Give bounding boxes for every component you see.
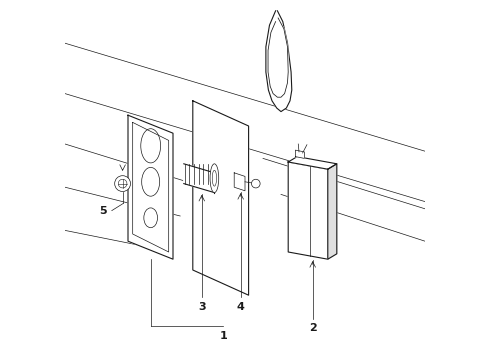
Text: 1: 1 <box>220 330 227 341</box>
Circle shape <box>115 176 130 192</box>
Polygon shape <box>193 101 248 295</box>
Polygon shape <box>328 164 337 259</box>
Polygon shape <box>128 115 173 259</box>
Polygon shape <box>295 150 304 158</box>
Polygon shape <box>234 173 245 191</box>
Polygon shape <box>268 18 288 97</box>
Ellipse shape <box>210 164 219 193</box>
Polygon shape <box>266 11 292 112</box>
Text: 3: 3 <box>198 302 206 312</box>
Text: 5: 5 <box>99 206 107 216</box>
Polygon shape <box>184 164 215 193</box>
Text: 4: 4 <box>237 302 245 312</box>
Text: 2: 2 <box>309 323 317 333</box>
Polygon shape <box>288 162 328 259</box>
Polygon shape <box>288 157 337 169</box>
Circle shape <box>251 179 260 188</box>
